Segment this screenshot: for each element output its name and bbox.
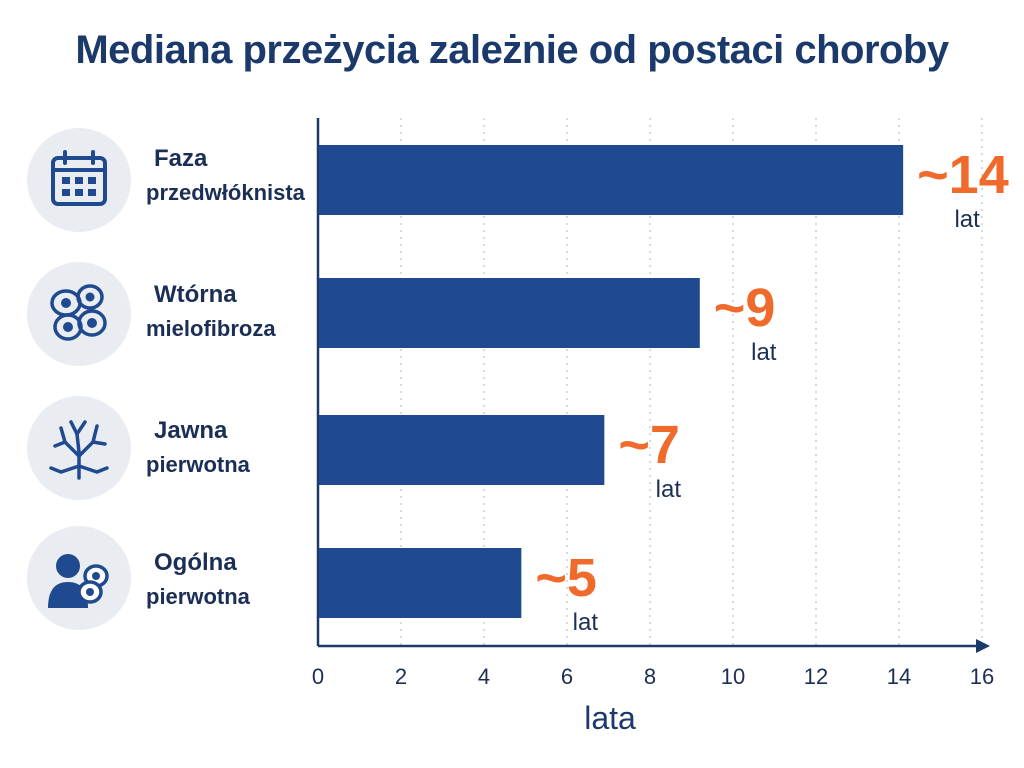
x-tick-label: 0 [312, 664, 324, 689]
x-tick-label: 2 [395, 664, 407, 689]
x-tick-label: 8 [644, 664, 656, 689]
patient-cell-icon [27, 526, 131, 630]
value-label: ~5 [535, 548, 597, 608]
x-tick-label: 10 [721, 664, 745, 689]
bar [319, 548, 522, 618]
chart-title: Mediana przeżycia zależnie od postaci ch… [75, 28, 949, 72]
x-tick-label: 14 [887, 664, 911, 689]
calendar-icon [27, 128, 131, 232]
value-unit-label: lat [751, 339, 777, 366]
category-label: Jawna pierwotna [146, 417, 250, 477]
fibrosis-branch-icon [27, 396, 131, 500]
value-unit-label: lat [656, 476, 682, 503]
x-axis-title: lata [584, 700, 636, 736]
category-label: Wtórna mielofibroza [146, 281, 276, 341]
cells-icon [27, 262, 131, 366]
bar [319, 278, 700, 348]
category-label: Faza przedwłóknista [146, 145, 305, 205]
value-label: ~9 [714, 278, 776, 338]
value-label: ~7 [618, 415, 680, 475]
bar [319, 415, 605, 485]
bar [319, 145, 904, 215]
value-unit-label: lat [573, 609, 599, 636]
x-axis-arrow [976, 639, 990, 653]
x-tick-label: 4 [478, 664, 490, 689]
x-tick-label: 6 [561, 664, 573, 689]
x-tick-label: 16 [970, 664, 994, 689]
value-unit-label: lat [954, 206, 980, 233]
category-label: Ogólna pierwotna [146, 549, 250, 609]
value-label: ~14 [917, 145, 1009, 205]
x-tick-label: 12 [804, 664, 828, 689]
